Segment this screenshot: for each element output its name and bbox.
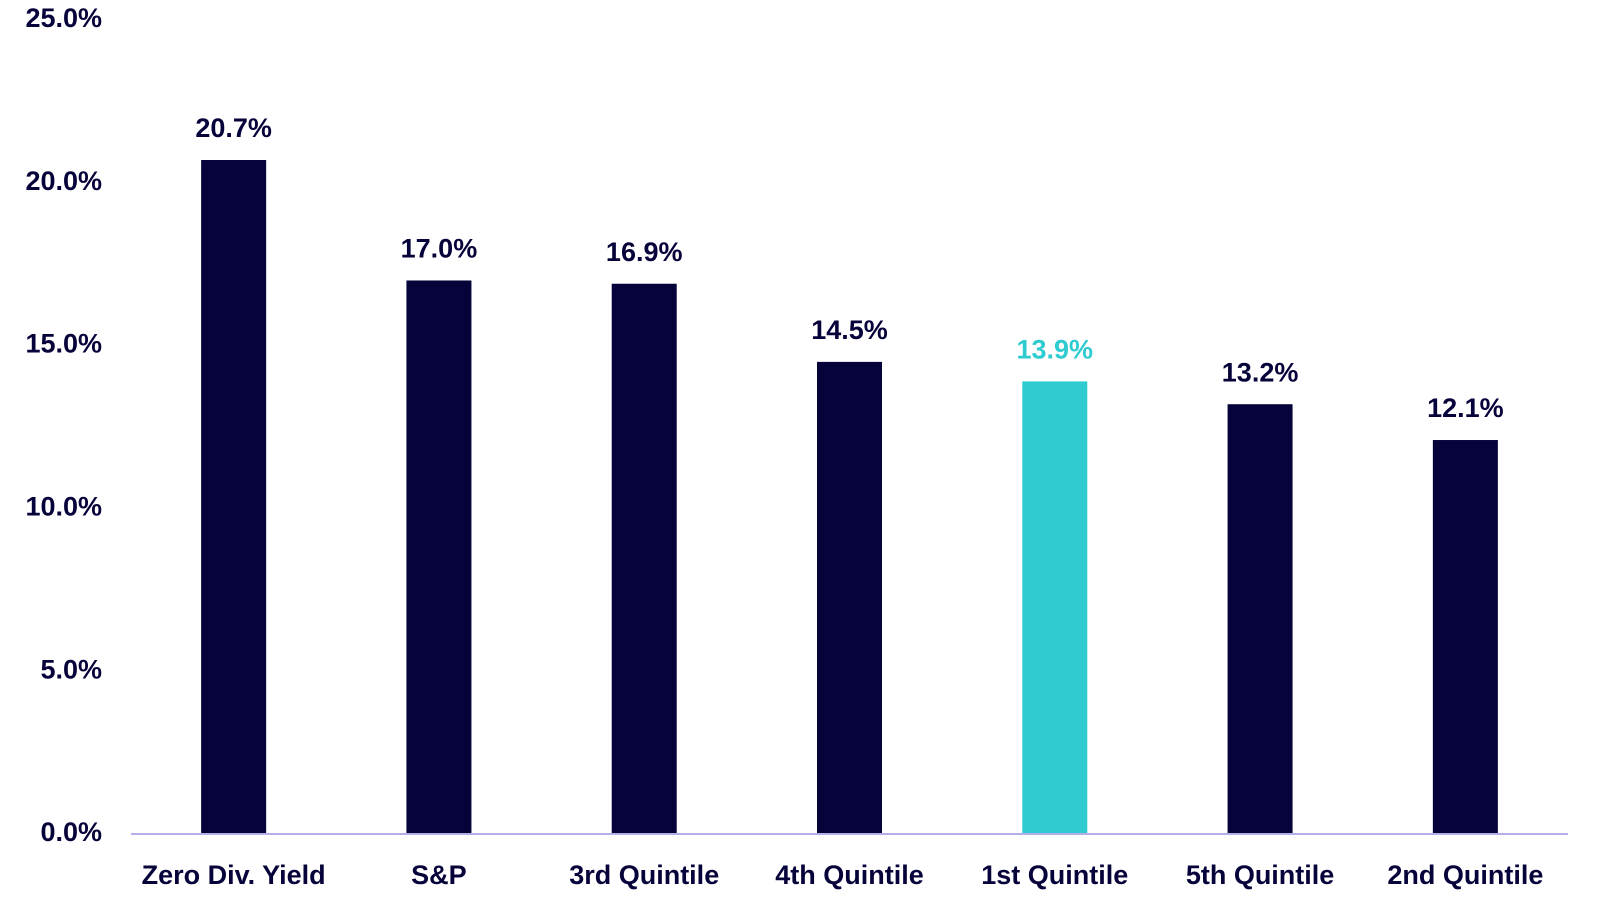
x-tick-label: S&P — [411, 860, 467, 890]
value-label: 20.7% — [195, 113, 272, 143]
bar — [1432, 440, 1498, 834]
bar — [817, 361, 882, 834]
bar — [201, 160, 267, 834]
bar — [1227, 404, 1293, 834]
bar — [406, 280, 472, 835]
value-label: 17.0% — [401, 234, 478, 264]
x-tick-label: 5th Quintile — [1186, 860, 1335, 890]
y-tick-label: 10.0% — [25, 492, 102, 522]
value-label: 16.9% — [606, 237, 683, 267]
x-tick-label: 3rd Quintile — [569, 860, 719, 890]
y-tick-label: 25.0% — [25, 3, 102, 33]
x-tick-label: 4th Quintile — [775, 860, 924, 890]
value-label: 14.5% — [811, 315, 888, 345]
bar — [1022, 381, 1088, 834]
y-tick-label: 20.0% — [25, 166, 102, 196]
y-tick-label: 5.0% — [40, 654, 102, 684]
x-tick-label: Zero Div. Yield — [142, 860, 326, 890]
y-tick-label: 15.0% — [25, 329, 102, 359]
x-tick-label: 2nd Quintile — [1387, 860, 1543, 890]
y-tick-label: 0.0% — [40, 817, 102, 847]
value-label: 12.1% — [1427, 393, 1504, 423]
bar — [611, 283, 677, 835]
value-label: 13.9% — [1017, 335, 1094, 365]
value-label: 13.2% — [1222, 357, 1299, 387]
x-tick-label: 1st Quintile — [981, 860, 1128, 890]
